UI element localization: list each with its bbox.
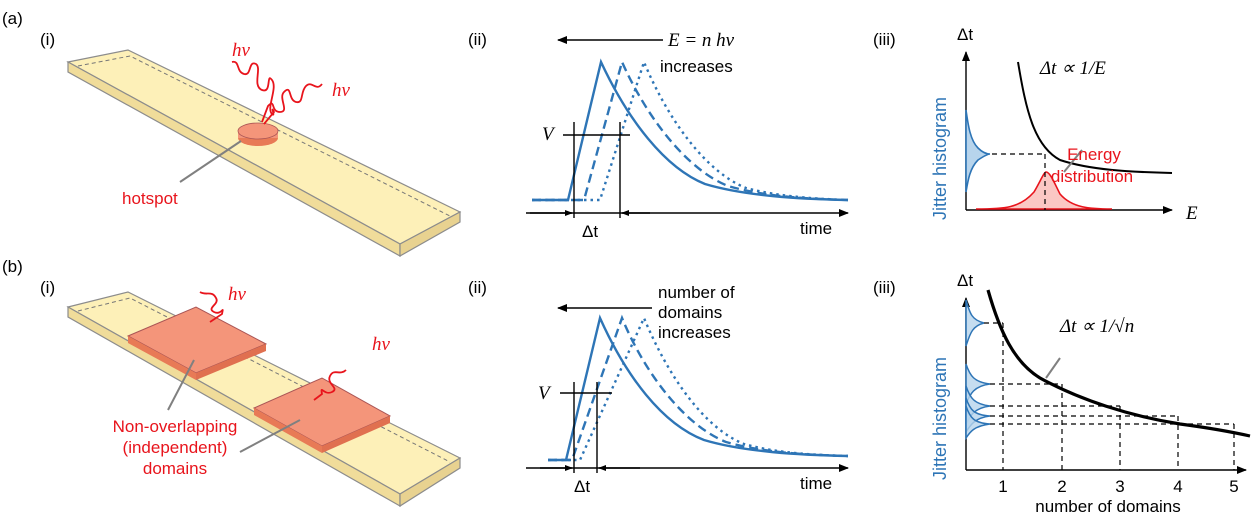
pulse-curves-a: [532, 58, 849, 202]
panel-a-i-tag: (i): [40, 30, 55, 49]
energy-label-2: distribution: [1051, 167, 1133, 186]
tick-label: 1: [998, 477, 1007, 496]
x-ticks-b: 1 2 3 4 5: [998, 477, 1238, 496]
domains-increase-3: increases: [658, 323, 731, 342]
domains-increase-1: number of: [658, 283, 735, 302]
domains-increase-2: domains: [658, 303, 722, 322]
domains-label-1: Non-overlapping: [113, 417, 238, 436]
hotspot-disc: [237, 122, 279, 146]
energy-axis-label: E: [1185, 203, 1198, 224]
domains-label-2: (independent): [123, 438, 228, 457]
photon-label-a2: hν: [332, 80, 351, 101]
panel-b-i-tag: (i): [40, 278, 55, 297]
jitter-markers-b: [540, 382, 640, 473]
time-label-b: time: [800, 474, 832, 493]
photon-wave-icon: [231, 60, 276, 125]
photon-wave-icon: [313, 369, 347, 401]
strip-b: [66, 291, 462, 508]
photon-label-a1: hν: [232, 40, 251, 61]
projection-lines-b: [984, 322, 1235, 470]
domains-label-3: domains: [143, 459, 207, 478]
jitter-histogram-a: [965, 109, 991, 193]
panel-b-iii-tag: (iii): [873, 278, 896, 297]
relation-b: Δt ∝ 1/√n: [1059, 316, 1134, 337]
energy-leader: [1063, 149, 1083, 173]
tick-label: 4: [1173, 477, 1182, 496]
jitter-markers-a: [530, 122, 650, 218]
domain-leader-2: [239, 419, 301, 453]
domains-axis-label: number of domains: [1035, 497, 1181, 516]
domain-right: [252, 377, 392, 453]
pulse-curves-b: [548, 314, 849, 462]
relation-a: Δt ∝ 1/E: [1039, 58, 1106, 79]
hotspot-label: hotspot: [122, 189, 178, 208]
delta-t-label-a: Δt: [582, 222, 598, 241]
inverse-sqrt-curve: [986, 289, 1251, 438]
domain-left: [126, 306, 268, 380]
tick-label: 5: [1229, 477, 1238, 496]
panel-b-tag: (b): [2, 257, 23, 276]
energy-distribution-peak: [975, 171, 1113, 210]
jitter-label-b: Jitter histogram: [930, 357, 950, 480]
inverse-curve-a: [1017, 61, 1173, 174]
panel-a-ii-tag: (ii): [468, 30, 487, 49]
photon-wave-icon: [261, 83, 323, 123]
strip-a: [66, 49, 462, 258]
relation-leader-b: [1045, 357, 1061, 379]
energy-label-1: Energy: [1067, 145, 1121, 164]
energy-increases: increases: [660, 57, 733, 76]
panel-b-ii-tag: (ii): [468, 278, 487, 297]
voltage-label-b: V: [538, 383, 552, 404]
photon-wave-icon: [199, 291, 224, 323]
hotspot-leader: [179, 140, 242, 183]
tick-label: 2: [1057, 477, 1066, 496]
energy-equation: E = n hν: [667, 30, 735, 51]
panel-a-tag: (a): [2, 9, 23, 28]
time-label-a: time: [800, 219, 832, 238]
tick-label: 3: [1115, 477, 1124, 496]
jitter-histograms-b: [965, 299, 991, 441]
jitter-label-a: Jitter histogram: [930, 97, 950, 220]
photon-label-b1: hν: [228, 284, 247, 305]
panel-a-iii-tag: (iii): [873, 30, 896, 49]
photon-label-b2: hν: [372, 334, 391, 355]
delta-t-axis-a: Δt: [957, 25, 973, 44]
voltage-label-a: V: [542, 124, 556, 145]
delta-t-axis-b: Δt: [957, 271, 973, 290]
domain-leader-1: [167, 359, 195, 411]
delta-t-label-b: Δt: [574, 477, 590, 496]
